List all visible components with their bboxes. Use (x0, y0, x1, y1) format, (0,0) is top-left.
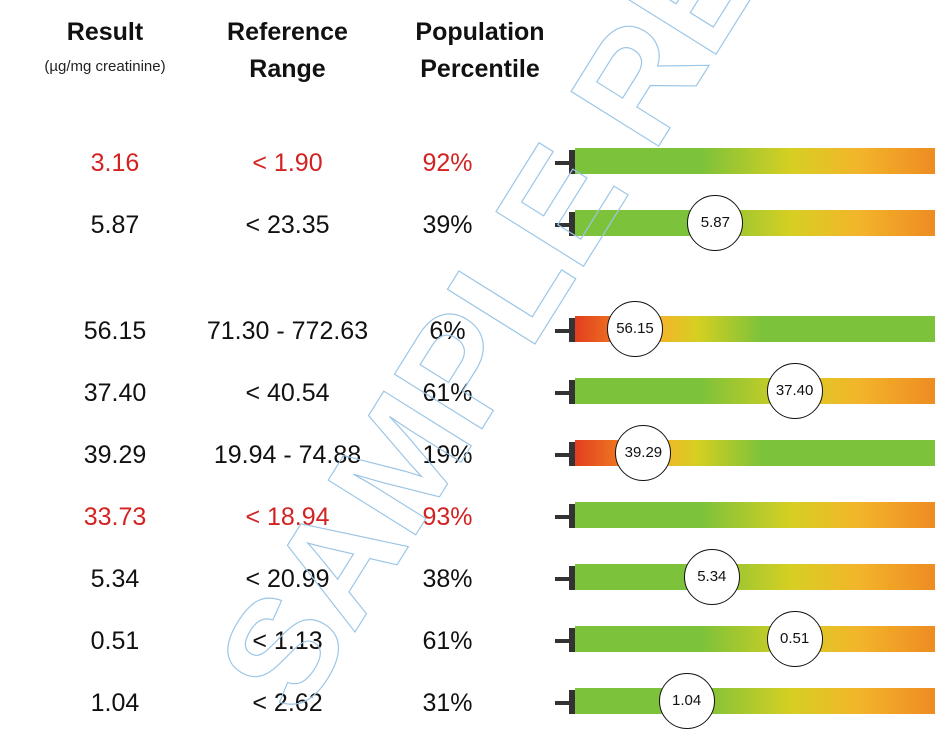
percentile-value: 39% (422, 211, 473, 239)
bar-start-cap (569, 628, 575, 652)
bar-start-tick (555, 161, 575, 165)
bar-start-tick (555, 453, 575, 457)
bar-start-cap (569, 380, 575, 404)
result-value: 5.87 (90, 211, 140, 239)
bar-start-tick (555, 329, 575, 333)
bar-start-tick (555, 701, 575, 705)
reference-range: 19.94 - 74.88 (213, 441, 362, 469)
percentile-bar (575, 378, 935, 404)
result-marker: 39.29 (615, 425, 672, 481)
header-reference-line1: Reference (227, 18, 348, 46)
header-result: Result (µg/mg creatinine) (10, 14, 200, 77)
header-reference-line2: Range (249, 55, 326, 83)
result-value: 5.34 (90, 565, 140, 593)
result-value: 1.04 (90, 689, 140, 717)
percentile-value: 93% (422, 503, 473, 531)
result-marker: 56.15 (607, 301, 663, 357)
bar-start-tick (555, 577, 575, 581)
bar-start-cap (569, 318, 575, 342)
reference-range: < 20.99 (245, 565, 330, 593)
percentile-value: 61% (422, 627, 473, 655)
bar-start-cap (569, 212, 575, 236)
percentile-bar (575, 688, 935, 714)
percentile-bar (575, 148, 935, 174)
bar-start-cap (569, 442, 575, 466)
percentile-value: 61% (422, 379, 473, 407)
bar-start-tick (555, 391, 575, 395)
reference-range: < 40.54 (245, 379, 330, 407)
percentile-bar (575, 210, 935, 236)
reference-range: < 1.90 (252, 149, 323, 177)
reference-range: 71.30 - 772.63 (206, 317, 369, 345)
result-value: 56.15 (83, 317, 147, 345)
percentile-value: 38% (422, 565, 473, 593)
watermark-text: SAMPLE REPORT (185, 0, 935, 720)
header-percentile-line1: Population (415, 18, 545, 46)
percentile-value: 92% (422, 149, 473, 177)
percentile-value: 31% (422, 689, 473, 717)
percentile-value: 19% (422, 441, 473, 469)
result-marker: 37.40 (766, 363, 823, 419)
percentile-bar (575, 564, 935, 590)
header-reference-range: Reference Range (190, 14, 385, 88)
result-marker: 5.34 (683, 549, 740, 605)
bar-start-tick (555, 223, 575, 227)
bar-start-tick (555, 515, 575, 519)
reference-range: < 1.13 (252, 627, 323, 655)
header-result-unit: (µg/mg creatinine) (44, 58, 166, 75)
bar-start-cap (569, 690, 575, 714)
reference-range: < 2.62 (252, 689, 323, 717)
result-value: 39.29 (83, 441, 147, 469)
header-percentile-line2: Percentile (420, 55, 540, 83)
percentile-value: 6% (429, 317, 466, 345)
result-value: 0.51 (90, 627, 140, 655)
result-marker: 1.04 (658, 673, 715, 729)
percentile-bar (575, 502, 935, 528)
result-marker: 0.51 (766, 611, 823, 667)
result-marker: 5.87 (687, 195, 744, 251)
reference-range: < 23.35 (245, 211, 330, 239)
bar-start-cap (569, 504, 575, 528)
bar-start-tick (555, 639, 575, 643)
header-result-label: Result (66, 18, 144, 46)
result-value: 37.40 (83, 379, 147, 407)
percentile-bar (575, 626, 935, 652)
bar-start-cap (569, 150, 575, 174)
result-value: 3.16 (90, 149, 140, 177)
header-population-percentile: Population Percentile (395, 14, 565, 88)
bar-start-cap (569, 566, 575, 590)
reference-range: < 18.94 (245, 503, 330, 531)
result-value: 33.73 (83, 503, 147, 531)
